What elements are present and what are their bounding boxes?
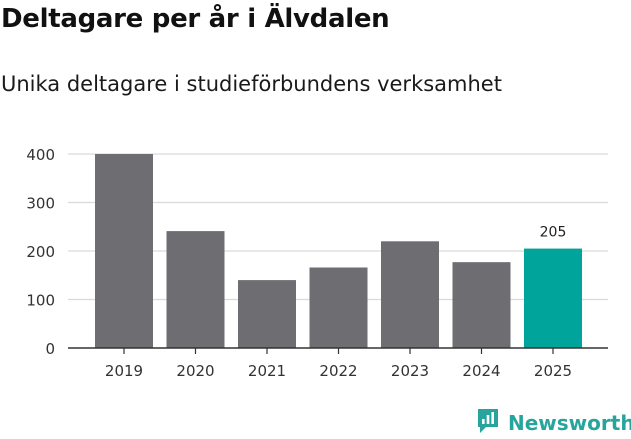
bar-2024 (452, 262, 511, 348)
x-tick-label: 2024 (462, 362, 500, 380)
bar-2025 (524, 248, 582, 348)
x-tick-label: 2019 (105, 362, 143, 380)
brand-logo: Newsworthy (476, 408, 631, 438)
x-tick-label: 2025 (534, 362, 572, 380)
x-tick-label: 2021 (248, 362, 286, 380)
x-axis: 2019 2020 2021 2022 2023 2024 2025 (68, 347, 608, 380)
y-axis-labels: 0 100 200 300 400 (26, 146, 55, 358)
x-tick-label: 2023 (391, 362, 429, 380)
bar-2020 (166, 231, 225, 348)
data-labels: 205 (540, 225, 567, 241)
y-tick-label: 400 (26, 146, 55, 164)
bar-2022 (309, 267, 368, 348)
data-label: 205 (540, 225, 567, 241)
x-tick-label: 2022 (319, 362, 357, 380)
bar-2021 (238, 280, 296, 348)
brand-name: Newsworthy (508, 411, 631, 435)
y-tick-label: 300 (26, 195, 55, 213)
y-tick-label: 200 (26, 243, 55, 261)
chart-subtitle: Unika deltagare i studieförbundens verks… (1, 72, 502, 96)
bar-2023 (381, 241, 439, 348)
newsworthy-logo-icon (476, 407, 500, 439)
y-tick-label: 100 (26, 292, 55, 310)
chart-title: Deltagare per år i Älvdalen (1, 4, 390, 34)
bar-2019 (95, 154, 153, 348)
x-tick-label: 2020 (176, 362, 214, 380)
y-tick-label: 0 (45, 340, 55, 358)
bars (95, 154, 582, 348)
